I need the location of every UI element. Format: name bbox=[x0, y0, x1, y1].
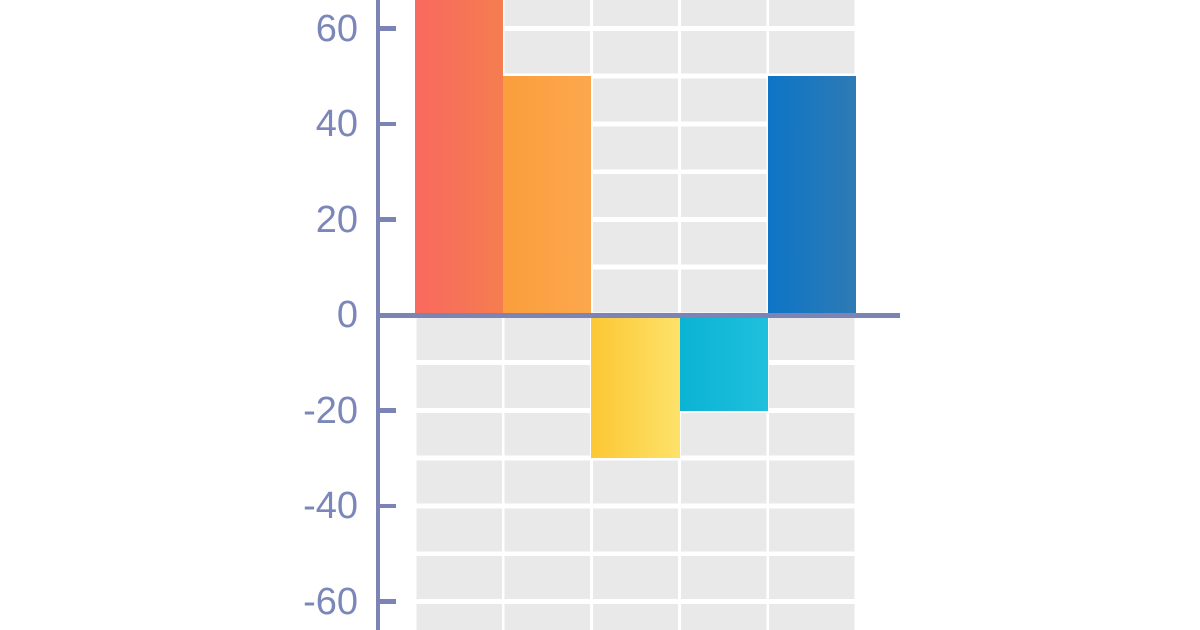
y-tick-mark bbox=[376, 408, 396, 413]
y-tick-label: -60 bbox=[303, 580, 358, 623]
y-tick-mark bbox=[376, 599, 396, 604]
y-tick-label: 0 bbox=[336, 294, 358, 336]
bar-series-5 bbox=[767, 76, 856, 315]
y-tick-mark bbox=[376, 26, 396, 31]
y-tick-label: -40 bbox=[303, 485, 358, 527]
bar-series-4 bbox=[679, 315, 768, 411]
y-tick-mark bbox=[376, 121, 396, 127]
y-tick-label: 60 bbox=[315, 7, 358, 50]
y-tick-label: 20 bbox=[315, 198, 358, 241]
bar-series-3 bbox=[591, 315, 680, 459]
zero-baseline bbox=[376, 312, 900, 318]
y-tick-mark bbox=[376, 217, 396, 222]
y-tick-label: 40 bbox=[315, 103, 358, 145]
bar-series-1 bbox=[415, 0, 504, 315]
bar-series-2 bbox=[503, 76, 592, 315]
y-tick-mark bbox=[376, 503, 396, 509]
y-tick-label: -20 bbox=[303, 389, 358, 432]
